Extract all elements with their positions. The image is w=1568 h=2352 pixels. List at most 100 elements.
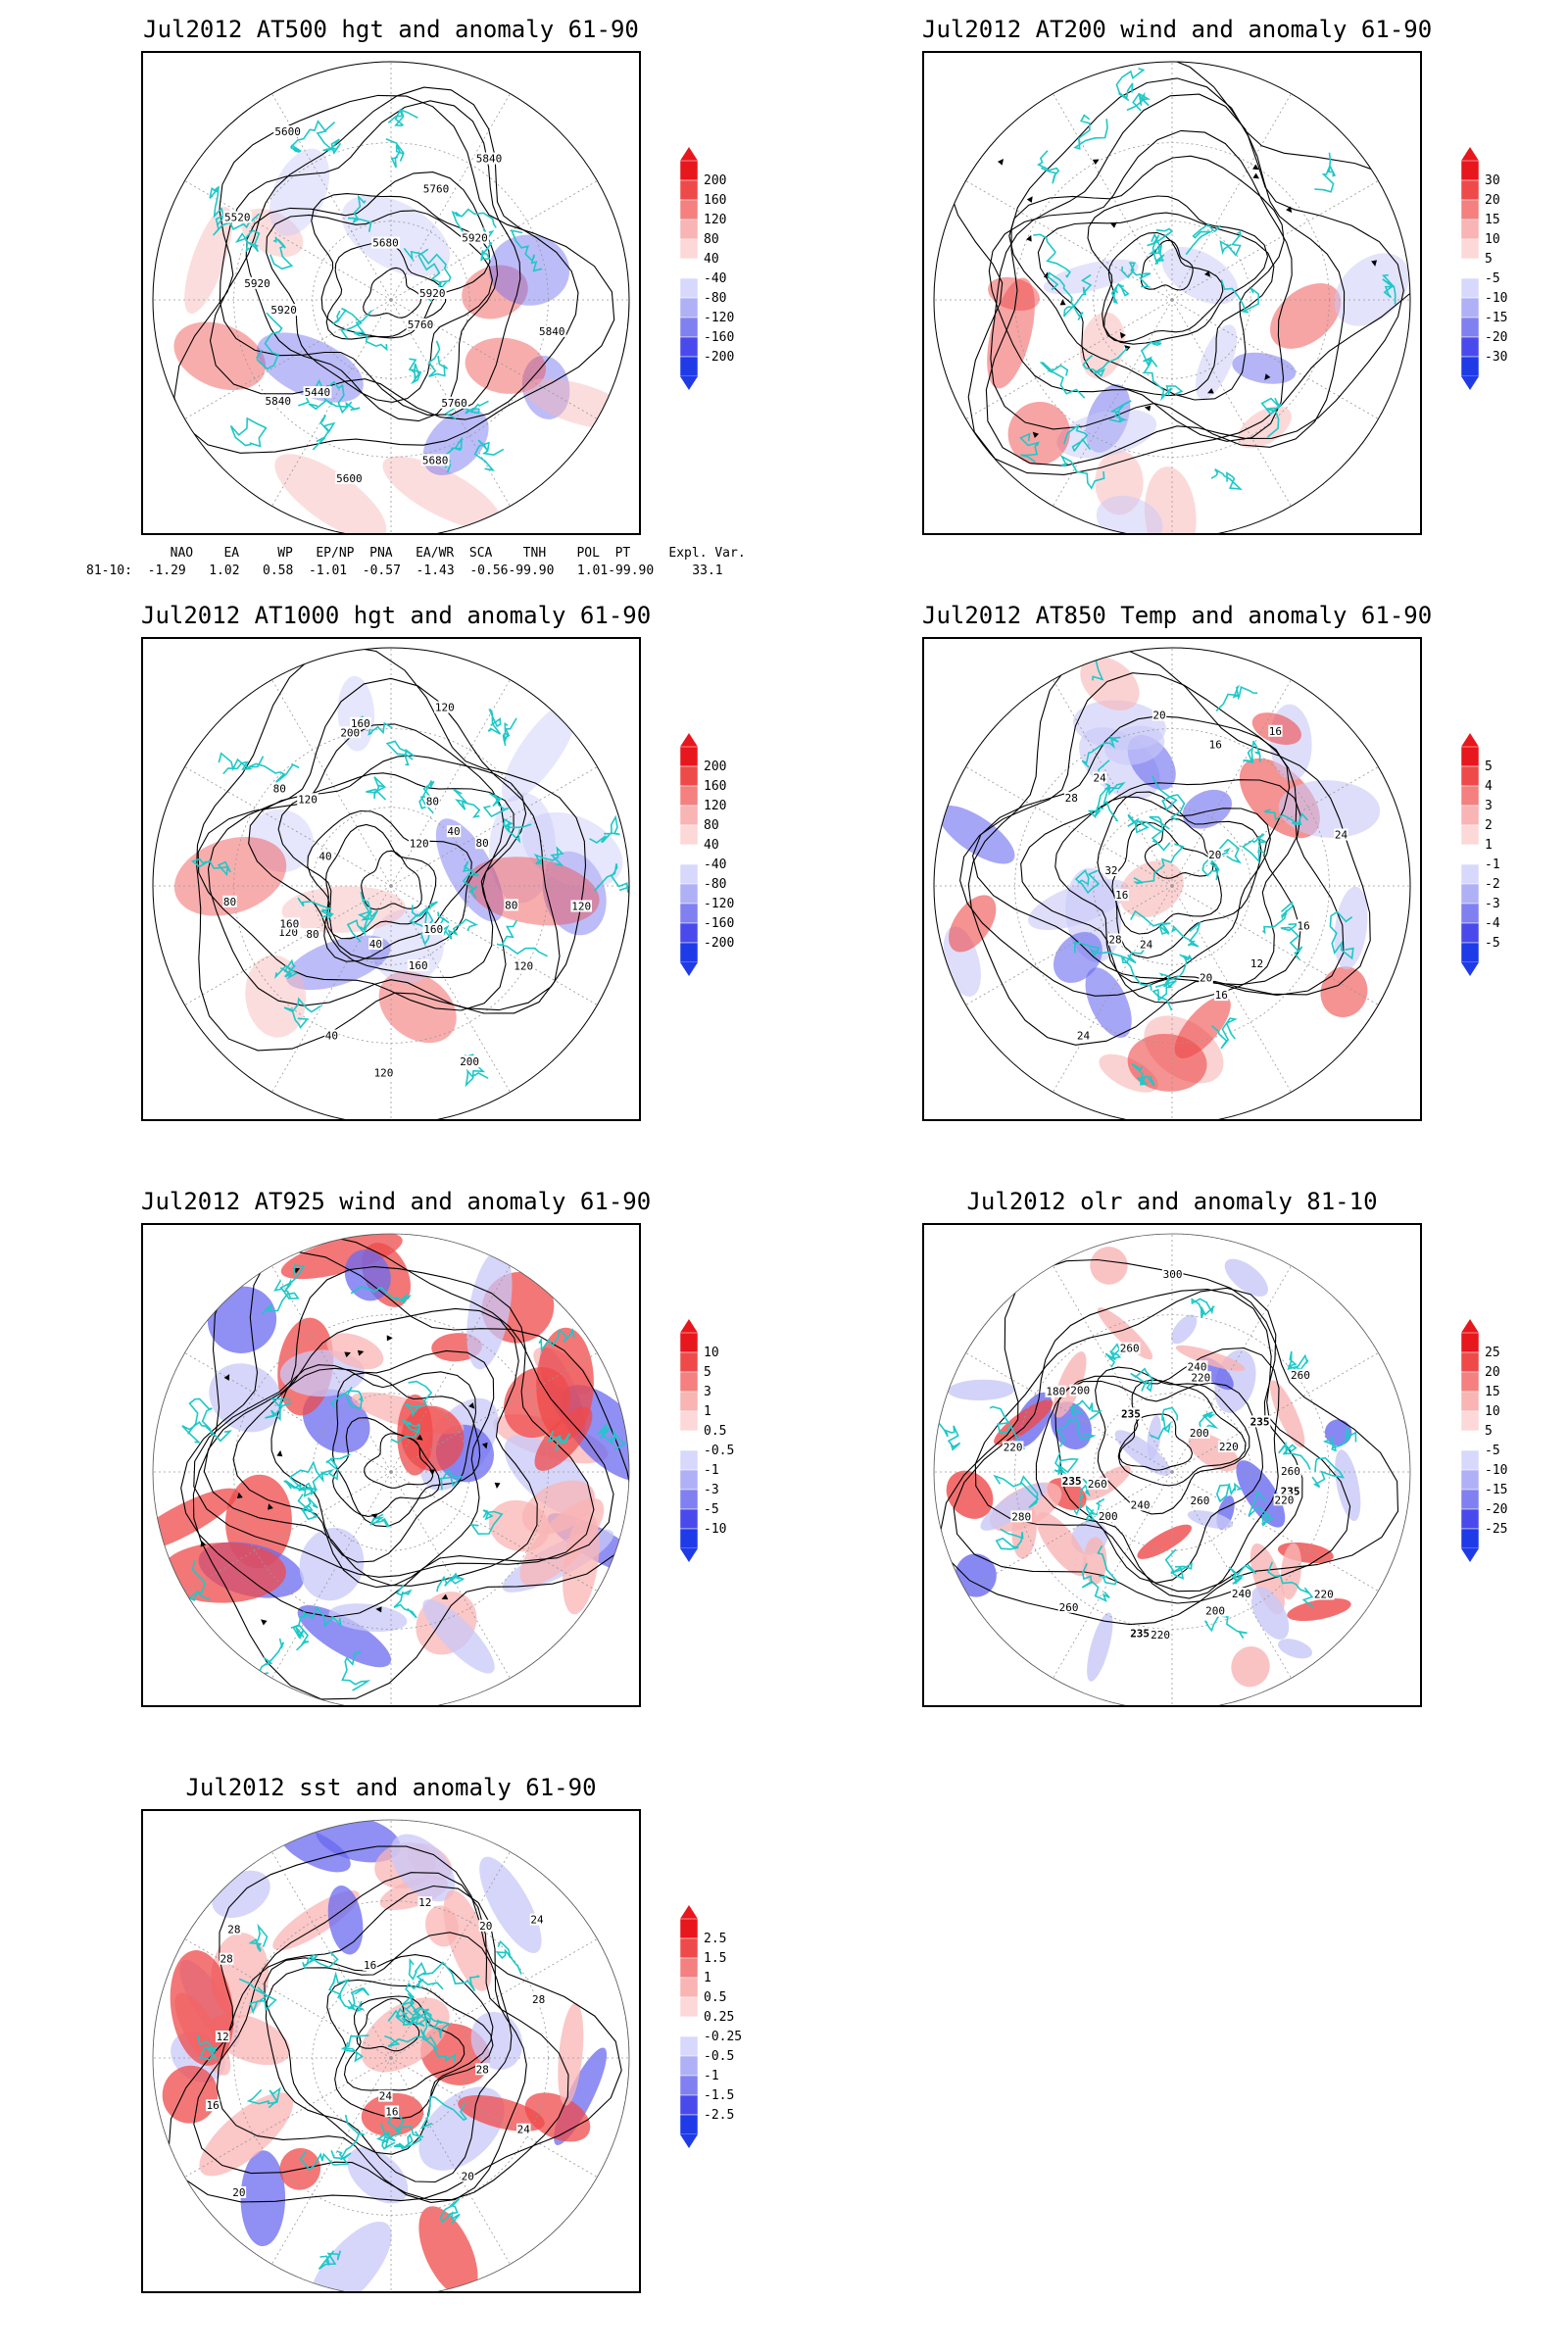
colorbar-swatch — [679, 765, 699, 787]
contour-label: 40 — [318, 851, 331, 863]
colorbar-tick-label: -1.5 — [704, 2088, 734, 2103]
coastline — [261, 1280, 300, 1315]
contour-label-bg — [516, 2123, 531, 2135]
contour-label-bg — [231, 2186, 247, 2198]
coastline — [347, 194, 372, 232]
polar-map-svg — [152, 1233, 630, 1705]
colorbar-swatch — [1460, 824, 1480, 846]
colorbar-tick-label: 160 — [704, 779, 726, 794]
wind-arrow — [1092, 159, 1100, 166]
colorbar-tick-label: -1 — [704, 1463, 719, 1478]
contour-label: 235 — [1062, 1475, 1082, 1488]
hemisphere-outline — [152, 1233, 630, 1705]
coastline — [547, 1430, 571, 1451]
meridian-line — [1171, 679, 1292, 887]
colorbar-swatch — [679, 1977, 699, 1998]
coastline — [1120, 945, 1152, 991]
contour-label-bg — [1161, 1267, 1184, 1280]
contour-label-bg — [1249, 1415, 1271, 1428]
contour-label-bg — [305, 928, 320, 941]
coastline — [411, 901, 438, 932]
coastline — [464, 1054, 489, 1088]
colorbar-swatch — [679, 922, 699, 944]
contour-label: 120 — [571, 900, 591, 912]
coastline — [1152, 979, 1177, 1011]
coastline — [328, 1971, 357, 2011]
contour-line — [1144, 817, 1214, 879]
coastline — [318, 2250, 342, 2271]
streamline — [270, 1364, 477, 1563]
coastline — [390, 1419, 420, 1444]
contour-label: 40 — [325, 1030, 338, 1043]
contour-label-bg — [1199, 971, 1213, 984]
contour-label-bg — [363, 1958, 377, 1971]
coastline — [1036, 150, 1060, 184]
contour-label-bg — [378, 2089, 393, 2102]
meridian-line — [390, 180, 598, 301]
panel-title: Jul2012 AT850 Temp and anomaly 61-90 — [922, 602, 1433, 629]
contour-label: 5920 — [244, 277, 270, 290]
contour-label: 235 — [1130, 1627, 1150, 1640]
colorbar-swatch — [679, 2055, 699, 2077]
contour-label-bg — [1129, 1627, 1151, 1640]
positive-anomaly-area — [1036, 1511, 1088, 1577]
meridian-line — [965, 766, 1173, 887]
colorbar-arrow-bottom — [1461, 1548, 1479, 1562]
coastline — [1055, 1416, 1097, 1447]
colorbar-tick-label: -10 — [704, 1522, 726, 1537]
coastline — [989, 1405, 1026, 1450]
negative-anomaly-area — [248, 808, 314, 873]
meridian-line — [390, 1471, 598, 1592]
colorbar-arrow-bottom — [680, 962, 698, 976]
negative-anomaly-area — [308, 2221, 392, 2291]
meridian-line — [1053, 299, 1173, 507]
positive-anomaly-area — [361, 1997, 450, 2073]
colorbar-swatch — [1460, 1508, 1480, 1530]
colorbar-swatch — [1460, 863, 1480, 885]
contour-line — [207, 677, 561, 1014]
contour-label: 120 — [298, 793, 318, 806]
colorbar-tick-label: 5 — [704, 1365, 711, 1380]
negative-anomaly-area — [285, 935, 391, 991]
contour-label: 12 — [1250, 957, 1263, 970]
wind-arrow — [416, 1434, 423, 1441]
colorbar-swatch — [1460, 336, 1480, 358]
coastline — [1260, 397, 1283, 438]
positive-anomaly-area — [524, 2092, 591, 2142]
contour-label: 5840 — [476, 153, 503, 166]
positive-anomaly-area — [488, 1499, 550, 1552]
contour-label-bg — [1208, 738, 1223, 751]
contour-label: 16 — [1298, 919, 1310, 932]
colorbar-swatch — [1460, 277, 1480, 299]
coastline — [510, 229, 543, 272]
contour-label-bg — [531, 1993, 546, 2006]
coastline — [320, 1453, 351, 1481]
colorbar-swatch — [1460, 297, 1480, 318]
contour-label: 5600 — [336, 472, 363, 485]
streamline — [947, 62, 1410, 475]
wind-arrow — [1032, 431, 1040, 439]
contour-label: 260 — [1281, 1465, 1300, 1478]
positive-anomaly-area — [160, 1542, 286, 1603]
contour-label-bg — [459, 1055, 480, 1068]
contour-label: 220 — [1219, 1441, 1239, 1453]
contour-label-bg — [222, 211, 252, 223]
colorbar-swatch — [679, 2075, 699, 2096]
colorbar-tick-label: 3 — [1485, 799, 1493, 813]
positive-anomaly-area — [382, 456, 502, 530]
coastline — [341, 1650, 371, 1691]
coastline — [297, 897, 334, 920]
coastline — [408, 358, 422, 385]
streamline — [1140, 239, 1194, 291]
contour-label: 160 — [423, 923, 443, 936]
contour-label-bg — [407, 958, 429, 971]
colorbar-tick-label: 5 — [1485, 252, 1493, 267]
colorbar-swatch — [679, 1371, 699, 1393]
coastline — [1126, 91, 1152, 112]
coastline — [1059, 454, 1105, 490]
contour-label-bg — [371, 236, 400, 249]
coastline — [353, 310, 388, 352]
coastline — [332, 307, 363, 339]
colorbar-swatch — [1460, 844, 1480, 865]
